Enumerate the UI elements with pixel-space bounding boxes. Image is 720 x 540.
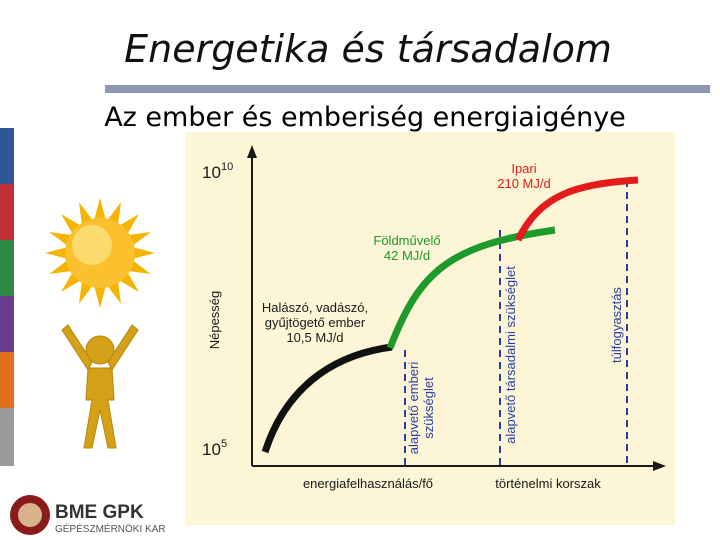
sun-ray <box>106 202 122 226</box>
slide-title: Energetika és társadalom <box>124 27 612 71</box>
y-tick-base: 10 <box>202 440 221 459</box>
threshold-label: alapvető emberi <box>406 362 421 455</box>
logo: BME GPK GÉPÉSZMÉRNÖKI KAR <box>10 495 166 535</box>
stage-energy: 210 MJ/d <box>497 176 550 191</box>
stage-label: Ipari <box>511 161 536 176</box>
x-label: történelmi korszak <box>495 476 601 491</box>
sun-ray <box>49 259 73 275</box>
y-axis-label: Népesség <box>207 291 222 350</box>
sun-ray <box>94 198 106 221</box>
y-tick-exp: 10 <box>221 161 233 173</box>
x-label: energiafelhasználás/fő <box>303 476 433 491</box>
sun-ray <box>78 280 94 304</box>
sun <box>45 198 155 308</box>
sun-ray <box>94 285 106 308</box>
threshold-lines <box>404 180 628 466</box>
stage-energy: 10,5 MJ/d <box>286 330 343 345</box>
y-tick-base: 10 <box>202 163 221 182</box>
sun-ray <box>132 247 155 259</box>
stage-energy: 42 MJ/d <box>384 248 430 263</box>
threshold-label: alapvető társadalmi szükséglet <box>503 266 518 444</box>
sun-ray <box>127 231 151 247</box>
side-stripe <box>0 128 14 466</box>
sun-ray <box>106 280 122 304</box>
stage-label: Földművelő <box>373 233 440 248</box>
chart-panel <box>185 132 675 525</box>
threshold-label: túlfogyasztás <box>609 287 624 363</box>
curve-industrial <box>514 176 639 242</box>
threshold-label: szükséglet <box>421 377 436 439</box>
logo-name: BME GPK <box>55 502 144 523</box>
stage-label: gyűjtögető ember <box>265 315 366 330</box>
stage-label: Halászó, vadászó, <box>262 300 368 315</box>
slide-subtitle: Az ember és emberiség energiaigénye <box>104 102 626 133</box>
y-tick-exp: 5 <box>221 438 227 450</box>
sun-ray <box>45 247 68 259</box>
curve-hunter <box>261 343 393 454</box>
title-rule <box>105 85 710 93</box>
axes <box>247 145 666 471</box>
sun-ray <box>49 231 73 247</box>
sun-ray <box>78 202 94 226</box>
figure <box>61 324 139 449</box>
logo-faculty: GÉPÉSZMÉRNÖKI KAR <box>55 522 166 535</box>
sun-ray <box>127 259 151 275</box>
